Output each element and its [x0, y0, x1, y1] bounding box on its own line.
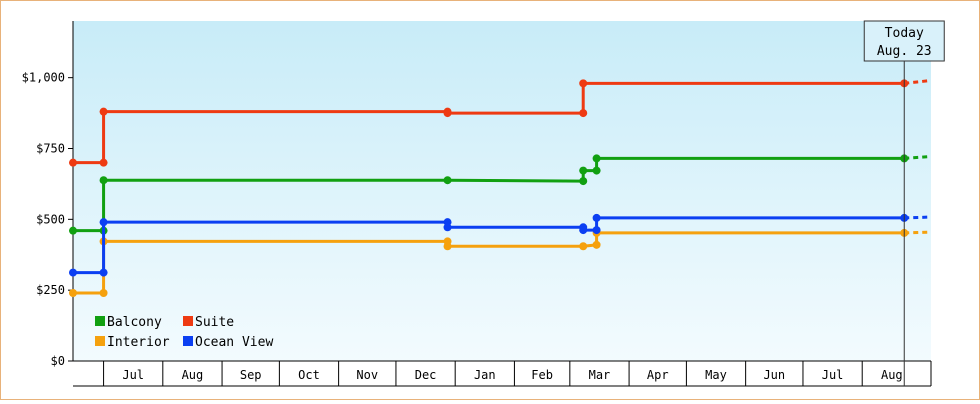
today-label: Today: [885, 26, 924, 41]
data-point: [592, 213, 601, 222]
data-point: [579, 109, 588, 118]
data-point: [592, 240, 601, 249]
data-point: [99, 107, 108, 116]
data-point: [443, 242, 452, 251]
x-tick-label: May: [705, 368, 727, 382]
data-point: [99, 268, 108, 277]
legend: Balcony Suite Interior Ocean View: [95, 315, 273, 350]
series-balcony: [69, 154, 932, 235]
y-tick-label: $250: [36, 283, 65, 297]
data-point: [592, 166, 601, 175]
legend-label: Ocean View: [195, 335, 273, 350]
series-projection: [904, 79, 932, 85]
x-tick-label: Dec: [415, 368, 437, 382]
data-point: [99, 289, 108, 297]
legend-item: Interior: [95, 335, 170, 350]
x-tick-label: Sep: [240, 368, 262, 382]
legend-label: Suite: [195, 315, 234, 330]
y-tick-label: $1,000: [22, 71, 65, 85]
x-axis: Jul Aug Sep Oct Nov Dec Jan Feb Mar Apr May Jun Jul A…: [73, 360, 932, 387]
x-tick-label: Jan: [474, 368, 496, 382]
legend-item: Suite: [183, 315, 234, 330]
data-point: [69, 226, 77, 235]
x-tick-label: Oct: [298, 368, 320, 382]
plot-background: [73, 21, 931, 361]
data-point: [69, 289, 77, 297]
data-point: [579, 79, 588, 88]
x-tick-label: Nov: [356, 368, 378, 382]
x-tick-label: Apr: [647, 368, 669, 382]
data-point: [69, 268, 77, 277]
y-tick-label: $500: [36, 212, 65, 226]
x-tick-label: Jul: [122, 368, 144, 382]
x-tick-label: Aug: [881, 368, 903, 382]
data-point: [69, 158, 77, 167]
data-point: [592, 226, 601, 235]
series-ocean-view: [69, 213, 932, 277]
legend-label: Interior: [107, 335, 170, 350]
x-tick-label: Mar: [589, 368, 611, 382]
series-projection: [904, 230, 932, 235]
data-point: [579, 177, 588, 186]
legend-swatch: [183, 316, 193, 326]
y-axis: $0 $250 $500 $750 $1,000: [22, 21, 74, 368]
data-point: [99, 218, 108, 227]
today-box: [863, 20, 945, 62]
x-tick-label: Feb: [531, 368, 553, 382]
legend-item: Balcony: [95, 315, 162, 330]
today-marker: Today Aug. 23: [863, 20, 945, 386]
series-layer: [69, 79, 932, 297]
y-tick-label: $0: [51, 354, 65, 368]
series-projection: [904, 154, 932, 160]
legend-swatch: [183, 336, 193, 346]
legend-swatch: [95, 316, 105, 326]
x-tick-label: Jul: [822, 368, 844, 382]
data-point: [579, 226, 588, 235]
x-tick-label: Aug: [182, 368, 204, 382]
legend-swatch: [95, 336, 105, 346]
data-point: [99, 158, 108, 167]
legend-item: Ocean View: [183, 335, 273, 350]
data-point: [443, 223, 452, 232]
series-projection: [904, 215, 932, 220]
y-tick-label: $750: [36, 142, 65, 156]
legend-label: Balcony: [107, 315, 162, 330]
series-line: [73, 216, 905, 275]
series-suite: [69, 79, 932, 167]
data-point: [592, 154, 601, 163]
data-point: [443, 109, 452, 118]
data-point: [579, 166, 588, 175]
data-point: [443, 176, 452, 185]
today-date-label: Aug. 23: [877, 44, 932, 59]
data-point: [579, 242, 588, 251]
x-tick-label: Jun: [763, 368, 785, 382]
data-point: [99, 176, 108, 185]
